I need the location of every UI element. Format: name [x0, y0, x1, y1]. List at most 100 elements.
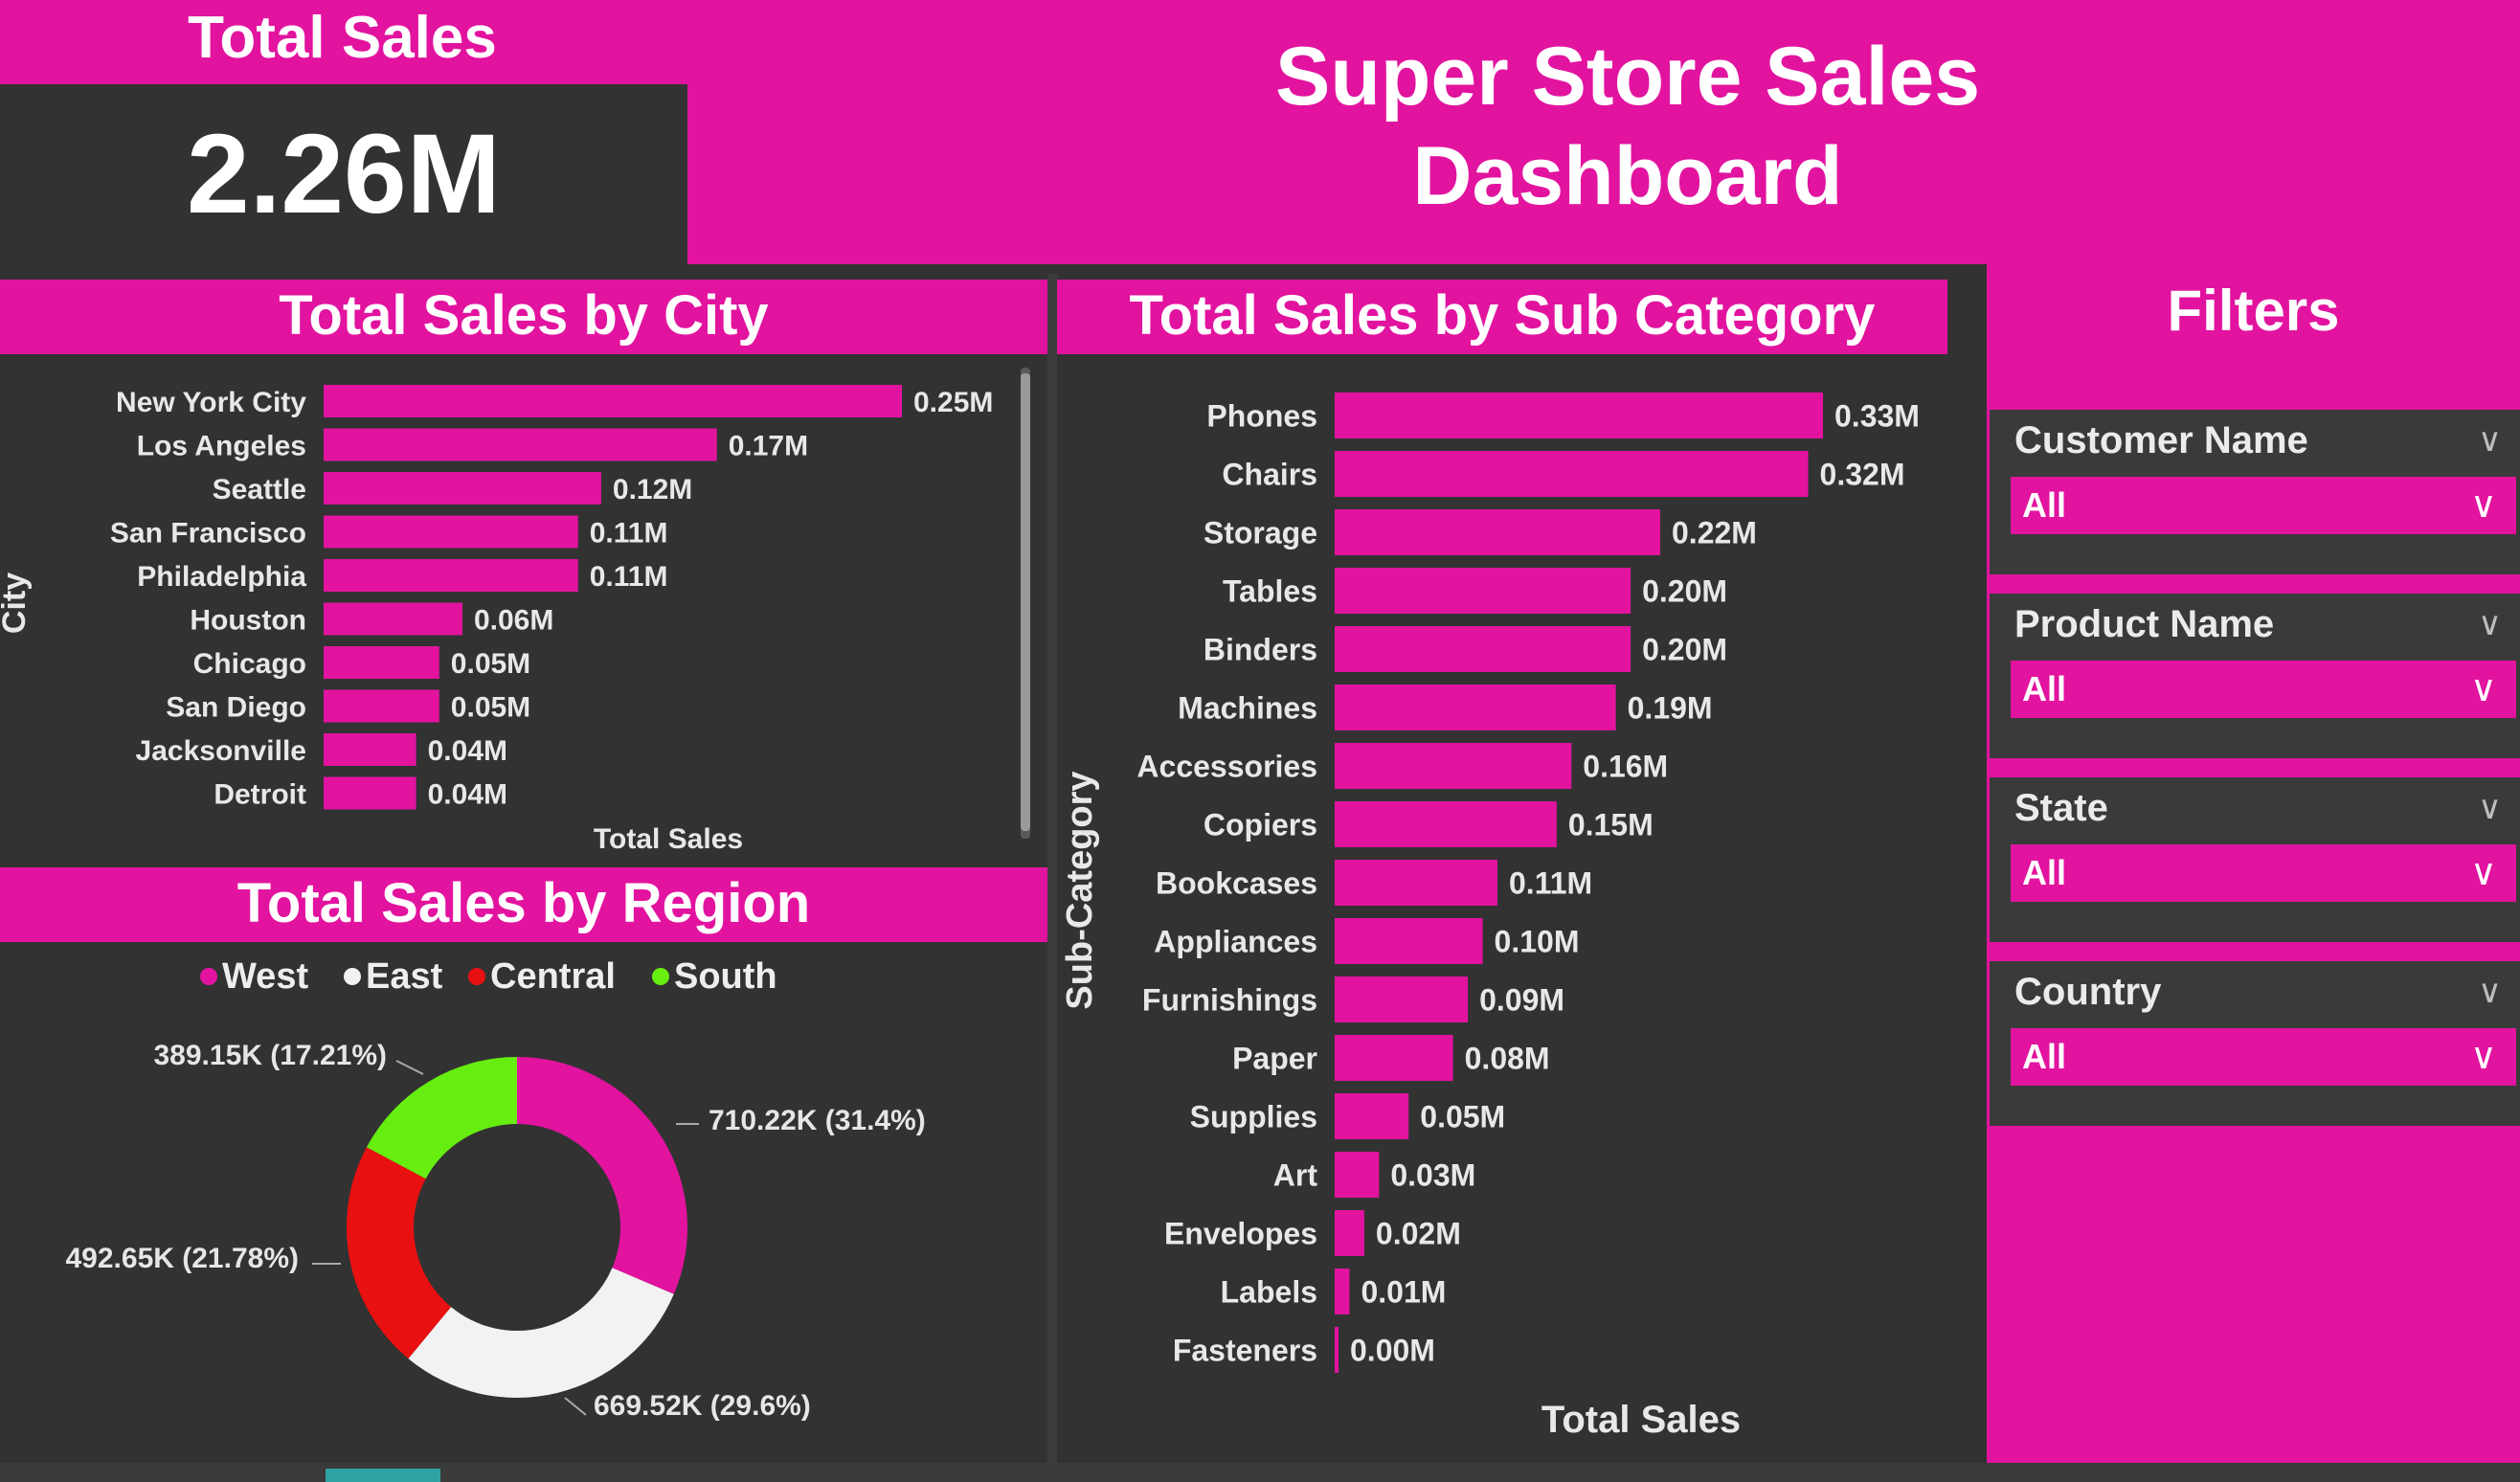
bar[interactable]	[1335, 626, 1631, 672]
city-scrollbar-thumb[interactable]	[1021, 373, 1030, 831]
data-label: 0.33M	[1834, 399, 1920, 434]
bar[interactable]	[1335, 1035, 1453, 1081]
data-label: 0.12M	[613, 474, 692, 505]
bar[interactable]	[324, 733, 416, 766]
collapse-chevron-icon[interactable]: ∨	[2478, 974, 2502, 1010]
legend-marker	[468, 968, 485, 985]
category-label: Houston	[190, 604, 306, 636]
chevron-down-icon[interactable]: ∨	[2470, 669, 2497, 709]
data-label: 0.11M	[590, 517, 668, 549]
donut-slice[interactable]	[408, 1268, 674, 1398]
filters-divider	[1987, 354, 2520, 408]
filter-dropdown-value: All	[2022, 853, 2067, 892]
filters-title: Filters	[2167, 279, 2340, 343]
bar[interactable]	[1335, 451, 1809, 497]
chevron-down-icon[interactable]: ∨	[2470, 1037, 2497, 1077]
legend-marker	[200, 968, 217, 985]
bar[interactable]	[1335, 860, 1497, 906]
bar[interactable]	[324, 385, 902, 417]
legend-label: Central	[490, 956, 616, 997]
category-label: Binders	[1204, 633, 1317, 667]
bar[interactable]	[1335, 743, 1572, 789]
bar[interactable]	[324, 515, 578, 549]
category-label: Art	[1273, 1158, 1318, 1193]
bar[interactable]	[1335, 568, 1631, 614]
bar[interactable]	[324, 428, 717, 461]
data-label: 0.00M	[1350, 1334, 1435, 1368]
donut-slice[interactable]	[346, 1147, 452, 1359]
data-label: 0.32M	[1820, 458, 1905, 492]
chevron-down-icon[interactable]: ∨	[2470, 853, 2497, 893]
category-label: Bookcases	[1156, 866, 1317, 901]
bar[interactable]	[1335, 977, 1469, 1022]
bar[interactable]	[1335, 1269, 1350, 1314]
filter-label: Product Name	[2014, 603, 2275, 645]
data-label: 0.17M	[729, 430, 808, 461]
data-label: 0.20M	[1642, 633, 1727, 667]
dashboard-title-line2: Dashboard	[1412, 130, 1843, 222]
city-bar-chart[interactable]: City Total Sales New York City 0.25M Los A…	[0, 354, 1047, 867]
data-label: 0.08M	[1465, 1042, 1550, 1076]
category-label: New York City	[116, 387, 306, 418]
bar[interactable]	[324, 646, 439, 679]
filter-dropdown[interactable]	[2011, 477, 2516, 534]
region-donut-chart[interactable]: West East Central South 710.22K (31.4%) 669.…	[0, 942, 1047, 1463]
data-label: 0.02M	[1376, 1217, 1461, 1251]
bar[interactable]	[324, 689, 439, 723]
filter-label: Country	[2014, 971, 2162, 1013]
category-label: Appliances	[1154, 925, 1317, 959]
chevron-down-icon[interactable]: ∨	[2470, 485, 2497, 526]
data-label: 0.20M	[1642, 574, 1727, 609]
bar[interactable]	[1335, 1210, 1364, 1256]
bar[interactable]	[1335, 393, 1823, 438]
bar[interactable]	[1335, 1152, 1380, 1198]
category-label: Accessories	[1136, 750, 1317, 784]
data-label: 0.03M	[1390, 1158, 1475, 1193]
category-label: Chicago	[193, 648, 306, 680]
collapse-chevron-icon[interactable]: ∨	[2478, 606, 2502, 642]
bar[interactable]	[1335, 1093, 1409, 1139]
category-label: Machines	[1178, 691, 1317, 726]
data-label: 0.19M	[1628, 691, 1713, 726]
data-label: 0.04M	[428, 778, 507, 810]
slice-data-label: 389.15K (17.21%)	[154, 1040, 388, 1071]
filter-dropdown-value: All	[2022, 1037, 2067, 1076]
page-tab-bar	[0, 1463, 2520, 1482]
category-label: Jacksonville	[136, 735, 306, 767]
filter-dropdown[interactable]	[2011, 661, 2516, 718]
donut-slice[interactable]	[517, 1057, 687, 1294]
bar[interactable]	[324, 776, 416, 810]
dashboard-title-line1: Super Store Sales	[1274, 31, 1981, 123]
category-label: Copiers	[1204, 808, 1317, 842]
bar[interactable]	[1335, 1327, 1339, 1373]
legend-label: East	[366, 956, 443, 997]
bar[interactable]	[1335, 685, 1616, 730]
subcat-bar-chart[interactable]: Sub-Category Total Sales Phones 0.33M Chai…	[1057, 354, 1947, 1463]
kpi-card	[0, 84, 687, 264]
data-label: 0.10M	[1495, 925, 1580, 959]
collapse-chevron-icon[interactable]: ∨	[2478, 790, 2502, 826]
filter-dropdown[interactable]	[2011, 1028, 2516, 1086]
donut-slice[interactable]	[366, 1057, 517, 1179]
legend-marker	[652, 968, 669, 985]
city-y-axis-label: City	[0, 573, 33, 634]
leader-line	[395, 1060, 424, 1075]
bar[interactable]	[324, 472, 601, 505]
category-label: Paper	[1232, 1042, 1317, 1076]
category-label: Storage	[1204, 516, 1317, 550]
data-label: 0.16M	[1583, 750, 1668, 784]
page-tab[interactable]	[326, 1469, 440, 1482]
category-label: Chairs	[1222, 458, 1317, 492]
data-label: 0.09M	[1479, 983, 1564, 1018]
legend-label: West	[222, 956, 308, 997]
bar[interactable]	[1335, 801, 1557, 847]
category-label: Tables	[1223, 574, 1317, 609]
collapse-chevron-icon[interactable]: ∨	[2478, 422, 2502, 459]
bar[interactable]	[1335, 918, 1483, 964]
bar[interactable]	[324, 602, 462, 636]
leader-line	[564, 1397, 587, 1416]
filter-dropdown[interactable]	[2011, 844, 2516, 902]
bar[interactable]	[1335, 509, 1660, 555]
bar[interactable]	[324, 559, 578, 592]
data-label: 0.01M	[1361, 1275, 1446, 1310]
